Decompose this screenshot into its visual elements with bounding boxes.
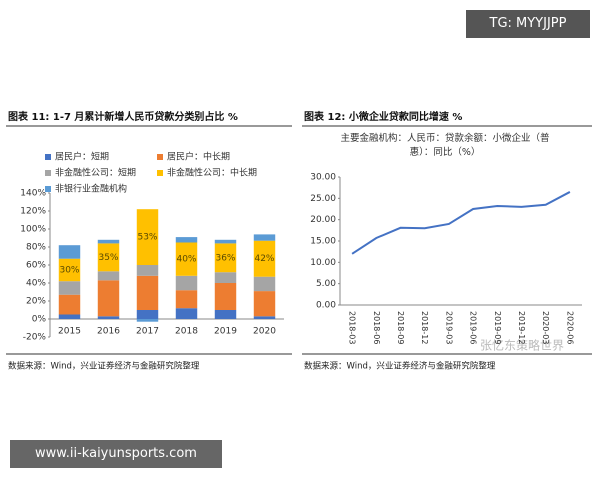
bar-segment xyxy=(97,271,120,281)
data-label: 42% xyxy=(254,254,274,264)
bar-segment xyxy=(175,242,198,276)
legend-label: 非金融性公司：短期 xyxy=(55,167,136,179)
x-tick-label: 2016 xyxy=(97,327,120,337)
y-tick-label: 5.00 xyxy=(316,279,336,289)
bar-segment xyxy=(214,272,237,283)
bar-segment xyxy=(175,237,198,243)
data-label: 53% xyxy=(137,233,157,243)
bar-segment xyxy=(58,245,81,259)
y-tick-label: 30.00 xyxy=(310,173,336,183)
y-tick-label: 140% xyxy=(20,189,46,199)
source-note: 数据来源：Wind，兴业证券经济与金融研究院整理 xyxy=(8,361,200,372)
bar-segment xyxy=(214,239,237,244)
legend-swatch xyxy=(45,170,51,176)
bar-segment xyxy=(136,310,159,319)
legend-label: 非银行业金融机构 xyxy=(55,183,127,195)
y-tick-label: 15.00 xyxy=(310,237,336,247)
line-series xyxy=(351,191,571,255)
source-note: 数据来源：Wind，兴业证券经济与金融研究院整理 xyxy=(304,361,496,372)
bar-segment xyxy=(175,275,198,291)
x-tick-label: 2020 xyxy=(253,327,276,337)
x-tick-label: 2019-12 xyxy=(517,311,526,344)
y-tick-label: 0% xyxy=(32,315,47,325)
x-tick-label: 2019-09 xyxy=(493,311,502,344)
y-tick-label: 100% xyxy=(20,225,46,235)
bar-segment xyxy=(214,310,237,319)
x-tick-label: 2018 xyxy=(175,327,198,337)
x-tick-label: 2018-06 xyxy=(372,311,381,344)
y-tick-label: 20.00 xyxy=(310,215,336,225)
x-tick-label: 2018-03 xyxy=(348,311,357,344)
bar-segment xyxy=(253,291,276,317)
y-tick-label: 40% xyxy=(26,279,46,289)
bar-segment xyxy=(97,280,120,317)
x-tick-label: 2018-12 xyxy=(420,311,429,344)
bar-segment xyxy=(175,290,198,309)
y-tick-label: 10.00 xyxy=(310,258,336,268)
bar-segment xyxy=(253,276,276,292)
bar-segment xyxy=(97,243,120,272)
data-label: 35% xyxy=(98,253,118,263)
x-tick-label: 2015 xyxy=(58,327,81,337)
footer-url: www.ii-kaiyunsports.com xyxy=(10,440,222,468)
legend-swatch xyxy=(157,170,163,176)
y-tick-label: 20% xyxy=(26,297,46,307)
legend-label: 居民户：短期 xyxy=(55,151,109,163)
tag-badge: TG: MYYJJPP xyxy=(466,10,590,38)
chart-title: 图表 11: 1-7 月累计新增人民币贷款分类别占比 % xyxy=(8,110,238,123)
chart-title: 图表 12: 小微企业贷款同比增速 % xyxy=(304,110,462,123)
bar-segment xyxy=(58,258,81,282)
x-tick-label: 2020-06 xyxy=(565,311,574,344)
legend-label: 居民户：中长期 xyxy=(167,151,230,163)
x-tick-label: 2018-09 xyxy=(396,311,405,344)
x-tick-label: 2019-06 xyxy=(469,311,478,344)
legend-label: 非金融性公司：中长期 xyxy=(167,167,257,179)
y-tick-label: -20% xyxy=(23,333,47,343)
x-tick-label: 2020-03 xyxy=(541,311,550,344)
legend-swatch xyxy=(157,154,163,160)
bar-segment xyxy=(136,275,159,310)
bar-segment xyxy=(58,314,81,319)
legend-swatch xyxy=(45,154,51,160)
bar-segment xyxy=(136,265,159,276)
bar-segment xyxy=(214,283,237,310)
bar-segment xyxy=(253,240,276,277)
legend-swatch xyxy=(45,186,51,192)
x-tick-label: 2019-03 xyxy=(444,311,453,344)
watermark: 张忆东策略世界 xyxy=(480,338,564,353)
y-tick-label: 60% xyxy=(26,261,46,271)
data-label: 36% xyxy=(215,253,235,263)
bar-segment xyxy=(58,281,81,295)
bar-segment xyxy=(58,294,81,315)
x-tick-label: 2019 xyxy=(214,327,237,337)
data-label: 30% xyxy=(59,265,79,275)
y-tick-label: 120% xyxy=(20,207,46,217)
chart-subtitle: 主要金融机构：人民币：贷款余额：小微企业（普惠）：同比（%） xyxy=(340,133,550,158)
x-tick-label: 2017 xyxy=(136,327,159,337)
bar-segment xyxy=(175,308,198,319)
data-label: 40% xyxy=(176,255,196,265)
bar-segment xyxy=(214,243,237,273)
bar-segment xyxy=(253,316,276,319)
y-tick-label: 80% xyxy=(26,243,46,253)
y-tick-label: 0.00 xyxy=(316,301,336,311)
y-tick-label: 25.00 xyxy=(310,194,336,204)
bar-segment xyxy=(136,319,159,322)
bar-segment xyxy=(136,209,159,265)
bar-segment xyxy=(97,239,120,244)
bar-segment xyxy=(97,316,120,319)
bar-segment xyxy=(253,234,276,241)
